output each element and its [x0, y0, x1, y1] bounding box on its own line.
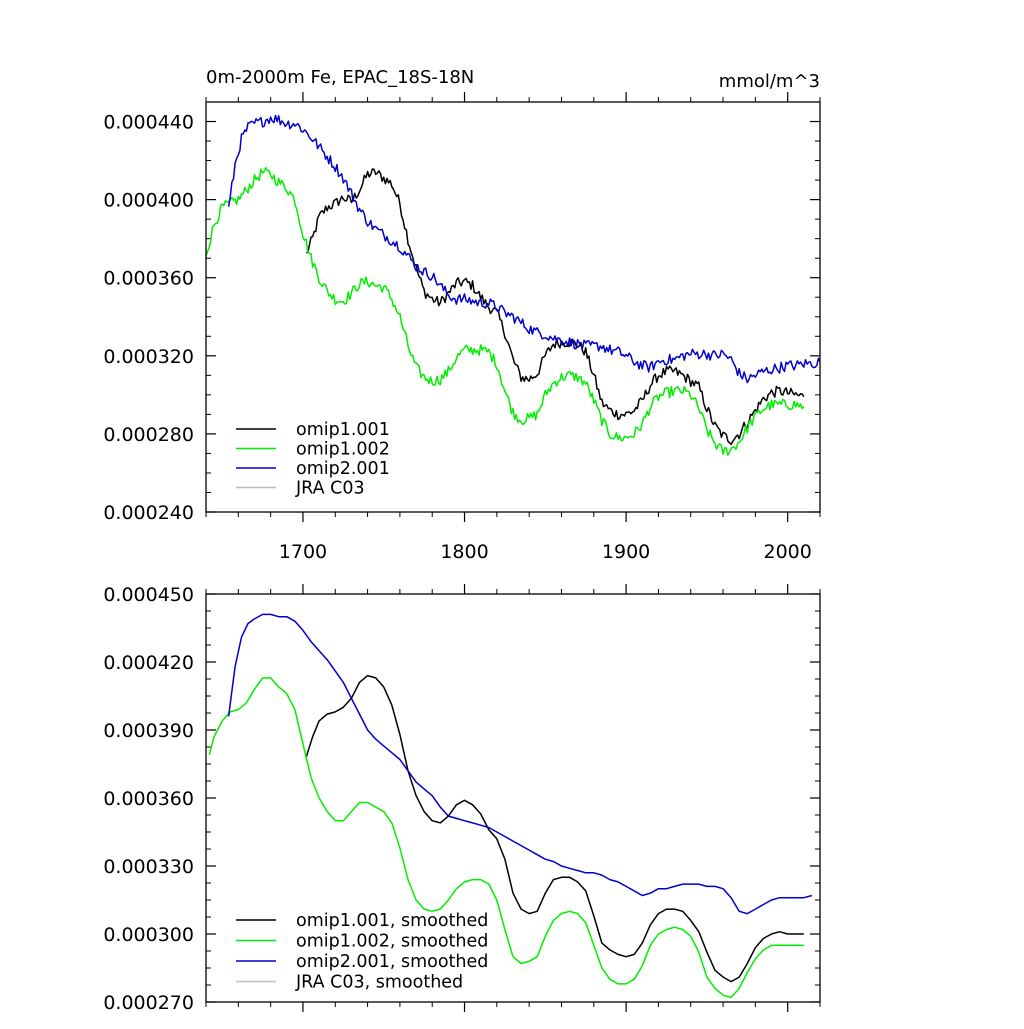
panel1-units-label: mmol/m^3 [719, 71, 820, 92]
panel2-y-tick-label: 0.000390 [103, 720, 194, 742]
panel1-x-tick-label: 1800 [440, 541, 488, 563]
panel2-legend-label-2: omip1.002, smoothed [296, 932, 488, 952]
panel2-plot-frame [205, 593, 821, 1003]
panel1-y-tick-label: 0.000240 [103, 502, 194, 524]
panel1-y-tick-label: 0.000320 [103, 346, 194, 368]
panel2-y-tick-label: 0.000450 [103, 584, 194, 606]
panel2-y-tick-label: 0.000420 [103, 652, 194, 674]
panel2-y-tick-label: 0.000330 [103, 856, 194, 878]
panel2-series-line-1 [305, 674, 804, 983]
panel1-plot-frame [205, 101, 821, 513]
panel1-legend-label-1: omip1.001 [296, 420, 390, 440]
panel1-y-tick-label: 0.000280 [103, 424, 194, 446]
panel1-series-line-3 [227, 114, 820, 384]
panel1-legend-label-4: JRA C03 [295, 479, 365, 499]
panel1-x-tick-label: 1900 [602, 541, 650, 563]
panel1-y-tick-label: 0.000360 [103, 268, 194, 290]
panel1-title: 0m-2000m Fe, EPAC_18S-18N [206, 67, 474, 88]
panel1-y-tick-label: 0.000400 [103, 190, 194, 212]
panel2-legend-label-4: JRA C03, smoothed [295, 973, 463, 993]
panel2-y-tick-label: 0.000360 [103, 788, 194, 810]
panel1-x-tick-label: 1700 [279, 541, 327, 563]
panel1-y-tick-label: 0.000440 [103, 112, 194, 134]
panel2-series-line-2 [208, 677, 804, 999]
panel2-y-tick-label: 0.000270 [103, 992, 194, 1014]
panel2-y-tick-label: 0.000300 [103, 924, 194, 946]
panel2-legend-label-3: omip2.001, smoothed [296, 952, 488, 972]
panel1-x-tick-label: 2000 [764, 541, 812, 563]
panel2-series-line-3 [227, 613, 813, 915]
panel1-legend-label-3: omip2.001 [296, 459, 390, 479]
panel1-legend-label-2: omip1.002 [296, 440, 390, 460]
panel2-legend-label-1: omip1.001, smoothed [296, 911, 488, 931]
panel1-series-line-1 [306, 168, 805, 446]
panel1-series-line-2 [206, 167, 805, 456]
